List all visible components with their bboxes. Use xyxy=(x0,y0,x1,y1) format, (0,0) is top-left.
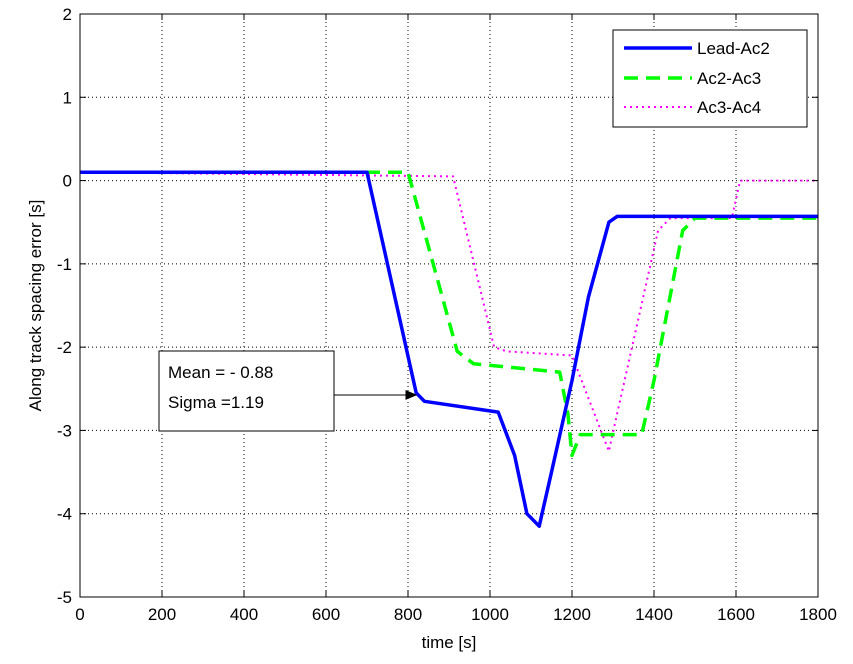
y-tick-label: 2 xyxy=(63,5,72,24)
annotation-sigma: Sigma =1.19 xyxy=(168,393,264,412)
series-group xyxy=(79,170,818,528)
x-tick-label: 800 xyxy=(394,605,422,624)
plot-frame xyxy=(79,13,819,598)
y-tick-label: -2 xyxy=(57,338,72,357)
x-tick-labels: 0 200 400 600 800 1000 1200 1400 1600 1800 xyxy=(75,605,837,624)
series-line-lead-ac2 xyxy=(80,170,818,528)
x-tick-label: 1200 xyxy=(553,605,591,624)
grid xyxy=(80,14,818,597)
y-tick-label: -4 xyxy=(57,505,72,524)
series-line-ac2-ac3 xyxy=(80,170,818,458)
legend-label-lead-ac2: Lead-Ac2 xyxy=(697,39,770,58)
x-tick-label: 1800 xyxy=(799,605,837,624)
y-tick-label: 0 xyxy=(63,172,72,191)
legend-box xyxy=(612,29,808,128)
y-tick-label: -5 xyxy=(57,588,72,607)
annotation-mean: Mean = - 0.88 xyxy=(168,363,273,382)
y-tick-labels: -5 -4 -3 -2 -1 0 1 2 xyxy=(57,5,72,607)
x-tick-label: 1600 xyxy=(717,605,755,624)
x-tick-label: 1000 xyxy=(471,605,509,624)
y-tick-label: -3 xyxy=(57,421,72,440)
y-tick-label: 1 xyxy=(63,88,72,107)
x-axis-label: time [s] xyxy=(422,633,477,652)
x-tick-label: 200 xyxy=(148,605,176,624)
x-tick-label: 400 xyxy=(230,605,258,624)
y-tick-label: -1 xyxy=(57,255,72,274)
legend: Lead-Ac2 Ac2-Ac3 Ac3-Ac4 xyxy=(612,29,808,128)
annotation-box xyxy=(158,350,335,432)
x-tick-label: 1400 xyxy=(635,605,673,624)
x-tick-label: 600 xyxy=(312,605,340,624)
y-axis-label: Along track spacing error [s] xyxy=(26,200,45,412)
x-tick-label: 0 xyxy=(75,605,84,624)
legend-label-ac3-ac4: Ac3-Ac4 xyxy=(697,98,761,117)
ticks xyxy=(79,13,819,598)
legend-label-ac2-ac3: Ac2-Ac3 xyxy=(697,69,761,88)
annotation: Mean = - 0.88 Sigma =1.19 xyxy=(158,350,418,432)
